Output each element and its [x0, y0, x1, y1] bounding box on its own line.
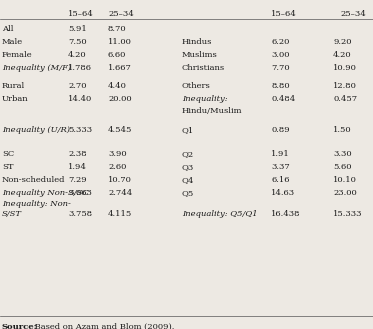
- Text: 0.457: 0.457: [333, 95, 357, 103]
- Text: 1.91: 1.91: [271, 150, 290, 158]
- Text: 2.744: 2.744: [108, 189, 132, 197]
- Text: Q1: Q1: [182, 126, 194, 134]
- Text: 7.70: 7.70: [271, 64, 289, 72]
- Text: 8.70: 8.70: [108, 25, 126, 33]
- Text: 4.20: 4.20: [68, 51, 87, 59]
- Text: 7.29: 7.29: [68, 176, 87, 184]
- Text: 3.30: 3.30: [333, 150, 352, 158]
- Text: 6.20: 6.20: [271, 38, 289, 46]
- Text: Inequality Non-S/SC: Inequality Non-S/SC: [2, 189, 89, 197]
- Text: 3.758: 3.758: [68, 210, 92, 218]
- Text: 6.16: 6.16: [271, 176, 289, 184]
- Text: 7.50: 7.50: [68, 38, 87, 46]
- Text: 6.60: 6.60: [108, 51, 126, 59]
- Text: 2.38: 2.38: [68, 150, 87, 158]
- Text: 4.20: 4.20: [333, 51, 352, 59]
- Text: All: All: [2, 25, 13, 33]
- Text: 0.89: 0.89: [271, 126, 289, 134]
- Text: Hindu/Muslim: Hindu/Muslim: [182, 107, 242, 115]
- Text: Rural: Rural: [2, 82, 25, 90]
- Text: 10.10: 10.10: [333, 176, 357, 184]
- Text: 25–34: 25–34: [340, 10, 366, 18]
- Text: ST: ST: [2, 163, 13, 171]
- Text: 3.063: 3.063: [68, 189, 92, 197]
- Text: 10.70: 10.70: [108, 176, 132, 184]
- Text: Others: Others: [182, 82, 211, 90]
- Text: 12.80: 12.80: [333, 82, 357, 90]
- Text: Hindus: Hindus: [182, 38, 212, 46]
- Text: 9.20: 9.20: [333, 38, 351, 46]
- Text: 2.60: 2.60: [108, 163, 126, 171]
- Text: 3.37: 3.37: [271, 163, 290, 171]
- Text: Inequality: Non-: Inequality: Non-: [2, 200, 71, 208]
- Text: Q4: Q4: [182, 176, 194, 184]
- Text: S/ST: S/ST: [2, 210, 22, 218]
- Text: Inequality:: Inequality:: [182, 95, 228, 103]
- Text: 4.545: 4.545: [108, 126, 132, 134]
- Text: Christians: Christians: [182, 64, 225, 72]
- Text: 1.50: 1.50: [333, 126, 352, 134]
- Text: 4.115: 4.115: [108, 210, 132, 218]
- Text: 25–34: 25–34: [108, 10, 134, 18]
- Text: Muslims: Muslims: [182, 51, 218, 59]
- Text: 0.484: 0.484: [271, 95, 295, 103]
- Text: 23.00: 23.00: [333, 189, 357, 197]
- Text: 15–64: 15–64: [271, 10, 297, 18]
- Text: Q2: Q2: [182, 150, 194, 158]
- Text: 2.70: 2.70: [68, 82, 87, 90]
- Text: 11.00: 11.00: [108, 38, 132, 46]
- Text: 5.60: 5.60: [333, 163, 351, 171]
- Text: Inequality (M/F): Inequality (M/F): [2, 64, 71, 72]
- Text: Inequality: Q5/Q1: Inequality: Q5/Q1: [182, 210, 258, 218]
- Text: Based on Azam and Blom (2009).: Based on Azam and Blom (2009).: [32, 323, 174, 329]
- Text: Male: Male: [2, 38, 23, 46]
- Text: 14.40: 14.40: [68, 95, 92, 103]
- Text: Inequality (U/R): Inequality (U/R): [2, 126, 70, 134]
- Text: Female: Female: [2, 51, 32, 59]
- Text: 5.333: 5.333: [68, 126, 92, 134]
- Text: 8.80: 8.80: [271, 82, 289, 90]
- Text: 20.00: 20.00: [108, 95, 132, 103]
- Text: 14.63: 14.63: [271, 189, 295, 197]
- Text: Q5: Q5: [182, 189, 194, 197]
- Text: Urban: Urban: [2, 95, 29, 103]
- Text: 16.438: 16.438: [271, 210, 301, 218]
- Text: 3.00: 3.00: [271, 51, 289, 59]
- Text: 15–64: 15–64: [68, 10, 94, 18]
- Text: Q3: Q3: [182, 163, 194, 171]
- Text: Non-scheduled: Non-scheduled: [2, 176, 66, 184]
- Text: 1.94: 1.94: [68, 163, 87, 171]
- Text: 1.786: 1.786: [68, 64, 92, 72]
- Text: 1.667: 1.667: [108, 64, 132, 72]
- Text: 4.40: 4.40: [108, 82, 127, 90]
- Text: SC: SC: [2, 150, 14, 158]
- Text: Source:: Source:: [2, 323, 38, 329]
- Text: 5.91: 5.91: [68, 25, 87, 33]
- Text: 10.90: 10.90: [333, 64, 357, 72]
- Text: 15.333: 15.333: [333, 210, 363, 218]
- Text: 3.90: 3.90: [108, 150, 126, 158]
